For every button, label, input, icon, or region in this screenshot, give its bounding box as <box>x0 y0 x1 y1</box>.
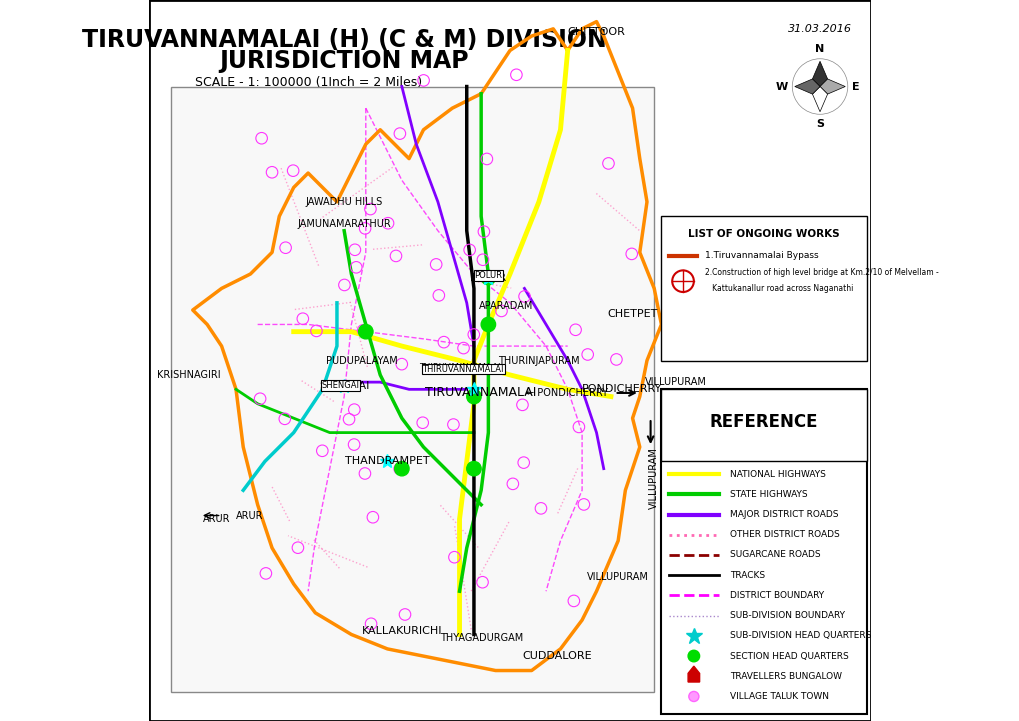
Text: JAWADHU HILLS: JAWADHU HILLS <box>306 197 382 207</box>
Text: S: S <box>815 119 823 129</box>
Text: CHITTOOR: CHITTOOR <box>567 27 625 37</box>
Text: POLUR: POLUR <box>470 273 506 283</box>
Text: ← PONDICHERRY: ← PONDICHERRY <box>526 388 607 398</box>
Text: VILLUPURAM: VILLUPURAM <box>587 572 648 582</box>
Text: PUDUPALAYAM: PUDUPALAYAM <box>326 355 397 366</box>
Text: W: W <box>774 81 787 92</box>
Text: E: E <box>852 81 859 92</box>
Text: JURISDICTION MAP: JURISDICTION MAP <box>219 49 469 74</box>
Circle shape <box>467 461 481 476</box>
Text: STATE HIGHWAYS: STATE HIGHWAYS <box>730 490 807 499</box>
Circle shape <box>394 461 409 476</box>
Text: SHENGAI: SHENGAI <box>319 381 369 391</box>
Text: 2.Construction of high level bridge at Km.2/10 of Melvellam -: 2.Construction of high level bridge at K… <box>704 268 937 277</box>
Text: MAJOR DISTRICT ROADS: MAJOR DISTRICT ROADS <box>730 510 838 519</box>
Text: SHENGAI: SHENGAI <box>321 381 360 390</box>
Text: DISTRICT BOUNDARY: DISTRICT BOUNDARY <box>730 591 823 600</box>
Circle shape <box>481 270 495 285</box>
Text: THIRUVANNAMALAI: THIRUVANNAMALAI <box>419 363 499 372</box>
Text: SUB-DIVISION HEAD QUARTERS: SUB-DIVISION HEAD QUARTERS <box>730 632 870 640</box>
Text: KALLAKURICHI: KALLAKURICHI <box>362 626 441 636</box>
Circle shape <box>481 317 495 332</box>
Text: ARUR: ARUR <box>203 514 230 524</box>
Bar <box>171 87 653 692</box>
Text: APARADAM: APARADAM <box>479 301 533 311</box>
Polygon shape <box>819 79 845 94</box>
Text: REFERENCE: REFERENCE <box>709 413 817 430</box>
Polygon shape <box>688 666 699 682</box>
Circle shape <box>359 324 373 339</box>
Text: KRISHNAGIRI: KRISHNAGIRI <box>157 370 221 380</box>
Text: THANDRAMPET: THANDRAMPET <box>344 456 429 466</box>
Text: Kattukanallur road across Naganathi: Kattukanallur road across Naganathi <box>704 284 852 293</box>
Text: CHETPET: CHETPET <box>606 309 657 319</box>
FancyBboxPatch shape <box>660 216 866 360</box>
Text: TIRUVANNAMALAI (H) (C & M) DIVISION: TIRUVANNAMALAI (H) (C & M) DIVISION <box>82 27 606 52</box>
Text: THYAGADURGAM: THYAGADURGAM <box>439 633 523 643</box>
Text: ARUR: ARUR <box>235 510 263 521</box>
FancyBboxPatch shape <box>660 389 866 714</box>
Text: SUGARCANE ROADS: SUGARCANE ROADS <box>730 550 819 559</box>
Text: N: N <box>814 44 823 54</box>
Text: NATIONAL HIGHWAYS: NATIONAL HIGHWAYS <box>730 469 825 479</box>
Text: VILLUPURAM: VILLUPURAM <box>644 377 706 387</box>
Text: JAMUNAMARATHUR: JAMUNAMARATHUR <box>297 218 390 229</box>
Text: SUB-DIVISION BOUNDARY: SUB-DIVISION BOUNDARY <box>730 611 844 620</box>
Text: PONDICHERRY: PONDICHERRY <box>581 384 661 394</box>
Text: 31.03.2016: 31.03.2016 <box>788 24 851 34</box>
Polygon shape <box>812 87 826 112</box>
Text: THIRUVANNAMALAI: THIRUVANNAMALAI <box>422 365 503 373</box>
Polygon shape <box>812 61 826 87</box>
Text: LIST OF ONGOING WORKS: LIST OF ONGOING WORKS <box>688 229 839 239</box>
Circle shape <box>688 691 698 702</box>
Polygon shape <box>794 79 819 94</box>
Text: VILLUPURAM: VILLUPURAM <box>648 447 658 509</box>
Bar <box>660 389 866 461</box>
Text: CUDDALORE: CUDDALORE <box>522 651 591 661</box>
Text: TRAVELLERS BUNGALOW: TRAVELLERS BUNGALOW <box>730 672 841 681</box>
Circle shape <box>792 58 847 114</box>
Text: TIRUVANNAMALAI: TIRUVANNAMALAI <box>425 386 536 399</box>
Text: VILLAGE TALUK TOWN: VILLAGE TALUK TOWN <box>730 692 828 701</box>
Text: THURINJAPURAM: THURINJAPURAM <box>497 355 579 366</box>
Text: SECTION HEAD QUARTERS: SECTION HEAD QUARTERS <box>730 652 848 660</box>
Text: OTHER DISTRICT ROADS: OTHER DISTRICT ROADS <box>730 530 839 539</box>
Text: POLUR: POLUR <box>474 271 502 280</box>
Circle shape <box>688 650 699 662</box>
Text: SCALE - 1: 100000 (1Inch = 2 Miles): SCALE - 1: 100000 (1Inch = 2 Miles) <box>195 76 421 89</box>
Circle shape <box>467 389 481 404</box>
Text: TRACKS: TRACKS <box>730 570 764 580</box>
Text: 1.Tiruvannamalai Bypass: 1.Tiruvannamalai Bypass <box>704 252 817 260</box>
